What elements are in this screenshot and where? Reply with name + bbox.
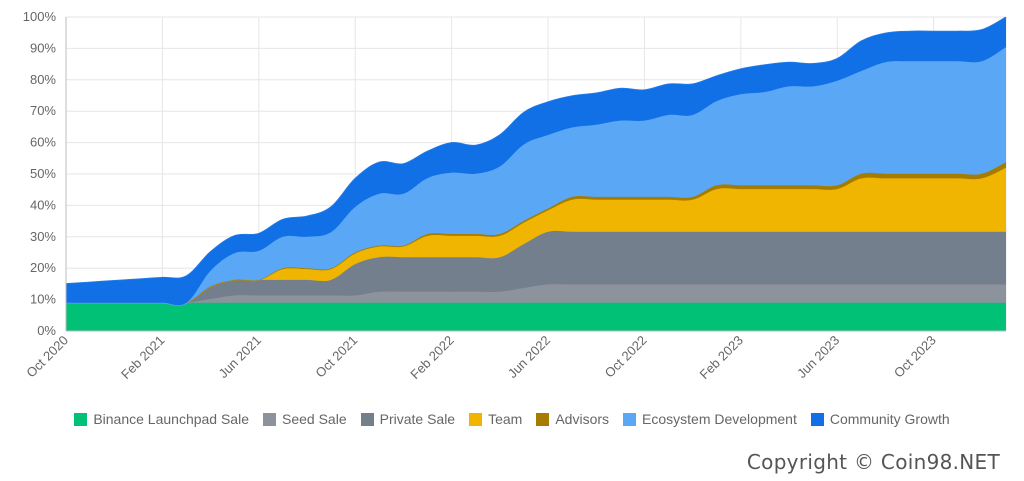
y-tick-label: 30% — [30, 229, 56, 244]
x-tick-label: Jun 2021 — [216, 333, 264, 381]
x-tick-label: Oct 2023 — [891, 333, 939, 381]
legend-swatch — [360, 412, 374, 426]
legend-swatch — [810, 412, 824, 426]
legend-item[interactable]: Seed Sale — [263, 409, 347, 429]
legend-label: Seed Sale — [282, 411, 347, 427]
stacked-area-chart: 0% 10% 20% 30% 40% 50% 60% 70% 80% 90% 100% Oct 202… — [23, 9, 1007, 382]
x-tick-label: Oct 2021 — [312, 333, 360, 381]
legend-label: Community Growth — [829, 411, 950, 427]
legend-item[interactable]: Team — [469, 409, 522, 429]
legend-label: Ecosystem Development — [642, 411, 797, 427]
x-tick-label: Jun 2023 — [794, 333, 842, 381]
x-tick-label: Jun 2022 — [505, 333, 553, 381]
legend-item[interactable]: Community Growth — [810, 409, 950, 429]
copyright-text: Copyright © Coin98.NET — [746, 450, 1000, 474]
y-tick-label: 80% — [30, 72, 56, 87]
y-tick-label: 10% — [30, 292, 56, 307]
legend-swatch — [623, 412, 637, 426]
legend-item[interactable]: Advisors — [536, 409, 609, 429]
area-series-team — [66, 167, 1006, 305]
x-tick-label: Feb 2023 — [697, 333, 746, 382]
legend-item[interactable]: Private Sale — [360, 409, 456, 429]
legend-item[interactable]: Ecosystem Development — [623, 409, 797, 429]
x-tick-label: Oct 2022 — [602, 333, 650, 381]
area-series-community-growth — [66, 17, 1006, 306]
x-tick-label: Oct 2020 — [23, 333, 71, 381]
y-tick-label: 20% — [30, 260, 56, 275]
y-tick-label: 50% — [30, 166, 56, 181]
area-series-group — [65, 16, 1007, 331]
area-series-binance-launchpad-sale — [66, 302, 1006, 331]
legend-label: Team — [488, 411, 523, 427]
y-tick-label: 60% — [30, 135, 56, 150]
legend-swatch — [469, 412, 483, 426]
legend-label: Advisors — [555, 411, 610, 427]
y-tick-label: 70% — [30, 103, 56, 118]
y-tick-label: 0% — [37, 323, 56, 338]
legend-label: Private Sale — [379, 411, 456, 427]
legend-swatch — [536, 412, 550, 426]
legend-swatch — [74, 412, 88, 426]
series-line — [65, 16, 1007, 285]
x-tick-label: Feb 2021 — [118, 333, 167, 382]
legend-item[interactable]: Binance Launchpad Sale — [74, 409, 249, 429]
area-series-ecosystem-development — [66, 47, 1006, 306]
y-tick-label: 90% — [30, 40, 56, 55]
area-series-seed-sale — [66, 284, 1006, 304]
area-series-private-sale — [66, 230, 1006, 305]
y-tick-label: 100% — [23, 9, 57, 24]
x-tick-label: Feb 2022 — [407, 333, 456, 382]
y-tick-label: 40% — [30, 197, 56, 212]
legend-swatch — [263, 412, 276, 426]
legend: Binance Launchpad Sale Seed Sale Private S… — [0, 409, 1024, 429]
legend-label: Binance Launchpad Sale — [93, 411, 249, 427]
